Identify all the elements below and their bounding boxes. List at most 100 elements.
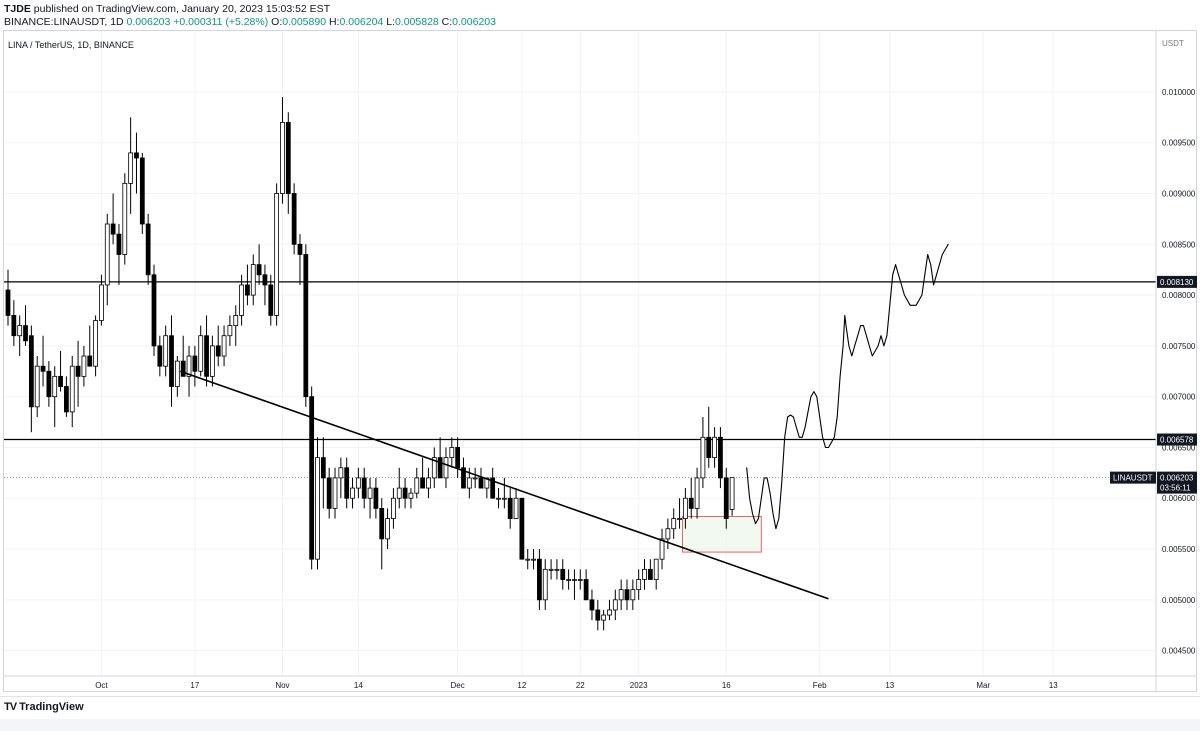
candle-body-up [81,355,87,377]
candle [280,97,285,204]
candle-body-down [40,365,46,372]
candle [332,467,338,519]
candle-body-up [227,325,233,337]
candle [180,335,186,377]
candle [671,508,677,539]
trendline[interactable] [180,370,829,600]
candle-body-up [531,558,536,561]
candle-body-up [367,487,373,499]
candle-body-up [548,568,554,571]
candle-body-down [303,254,309,398]
candle-body-down [75,365,81,377]
candle-body-down [87,355,93,367]
candle-body-up [472,477,478,480]
candle [134,132,139,194]
candle [542,559,548,610]
price-tick-label: 0.005000 [1162,596,1196,605]
chart-frame [3,30,1197,692]
candle-body-down [420,477,425,489]
candle [729,477,735,516]
candle [361,467,367,509]
candle-body-down [285,122,291,194]
candle [221,325,227,367]
time-tick-label: 14 [354,681,363,690]
current-price-label: 0.006203 [1160,474,1194,483]
candle-body-up [17,325,23,337]
candle [683,488,688,529]
candle-body-up [391,497,396,519]
candle [653,558,659,590]
candle-body-down [344,467,350,499]
candle [192,345,198,387]
candle-body-down [23,325,28,342]
grid [4,31,1156,676]
chart-title: LINA / TetherUS, 1D, BINANCE [8,40,134,50]
candle-body-down [46,370,52,398]
highlight-box-layer[interactable] [681,516,762,553]
time-tick-label: 12 [517,681,526,690]
candle [344,457,350,509]
candle [75,340,81,407]
candle [355,467,361,499]
high-value: 0.006204 [339,16,384,28]
candle [139,152,145,235]
candle [624,579,630,610]
candle [128,117,134,214]
tradingview-brand: TradingView [19,701,84,713]
candle [548,559,554,580]
candle [5,269,11,326]
candle-body-up [525,558,531,561]
candle-body-down [11,315,17,337]
candle [309,386,315,570]
time-tick-label: 22 [576,681,585,690]
highlight-box[interactable] [681,516,762,553]
candle-body-up [104,223,110,286]
price-tick-label: 0.006500 [1162,443,1196,452]
projection-path[interactable] [746,243,949,530]
candle-body-down [560,568,566,580]
candle [723,467,729,529]
candle [151,264,157,357]
candle-body-up [496,497,501,500]
candle [145,213,151,285]
author-name[interactable]: TJDE [4,3,31,15]
candle-body-up [350,487,355,499]
candle-body-up [607,609,612,616]
current-price-tag [1157,471,1197,494]
candle-body-up [163,335,169,367]
candle [647,559,653,580]
candle-body-up [683,497,688,519]
level-price-tag [1157,275,1197,288]
tradingview-logo[interactable]: TV TradingView [4,701,84,713]
candle [601,609,607,631]
candle [274,183,280,326]
price-tick-label: 0.008000 [1162,291,1196,300]
open-label: O: [271,16,283,28]
horizontal-levels[interactable] [4,281,1156,479]
candle-body-down [215,345,221,357]
candle [17,315,23,357]
candle [391,488,396,529]
candle [694,467,700,519]
candle [93,315,98,377]
candle [484,477,490,499]
candle [116,223,122,285]
candle-body-up [186,355,192,377]
candle-body-down [361,477,367,499]
candle-body-down [139,157,145,225]
candle [426,467,431,499]
candle [99,274,104,326]
candle-body-down [589,599,595,611]
drawings[interactable] [180,243,949,600]
candle-body-down [204,335,209,377]
time-tick-label: 13 [1049,681,1058,690]
price-tick-label: 0.007000 [1162,393,1196,402]
candle-body-down [537,558,542,601]
candle [612,589,618,621]
candle [291,183,297,255]
symbol-tag [1110,471,1156,484]
candle [157,335,163,377]
candle-body-up [355,477,361,489]
